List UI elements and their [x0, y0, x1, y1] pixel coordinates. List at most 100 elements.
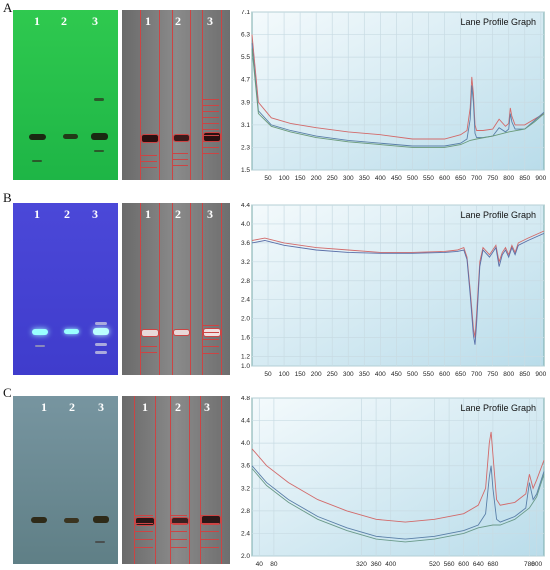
lane-box: [172, 203, 191, 375]
y-tick-label: 4.4: [241, 418, 250, 425]
tlc-plate-gray: 1 2 3: [122, 203, 230, 375]
band-grid: [203, 94, 219, 154]
band-grid: [141, 150, 157, 168]
x-tick-label: 750: [487, 371, 498, 378]
y-tick-label: 4.7: [241, 77, 250, 84]
lane-number: 1: [145, 207, 151, 221]
y-tick-label: 2.4: [241, 530, 250, 537]
band: [63, 134, 78, 139]
x-tick-label: 100: [279, 175, 290, 182]
band: [173, 134, 190, 142]
x-tick-label: 50: [264, 175, 272, 182]
lane-number: 1: [41, 400, 47, 414]
x-tick-label: 320: [356, 561, 367, 568]
tlc-plate-gray: 1 2 3: [122, 396, 230, 564]
x-tick-label: 350: [359, 175, 370, 182]
figure-panel-b: 1 2 3 1 2 3 50 100 150 200 250 300 350 400 450 50…: [0, 203, 550, 378]
lane-number: 1: [34, 14, 40, 28]
y-tick-label: 1.5: [241, 167, 250, 174]
band: [64, 329, 79, 334]
plot-area: [251, 397, 545, 557]
y-tick-label: 2.8: [241, 278, 250, 285]
lane-box: [200, 396, 222, 564]
x-tick-label: 800: [503, 371, 514, 378]
x-tick-label: 850: [519, 175, 530, 182]
y-tick-label: 7.1: [241, 10, 250, 16]
y-tick-label: 2.8: [241, 508, 250, 515]
y-tick-label: 3.6: [241, 240, 250, 247]
series-line: [251, 468, 545, 543]
y-tick-label: 2.0: [241, 553, 250, 560]
x-tick-label: 780: [524, 561, 535, 568]
band-grid: [171, 508, 187, 550]
chart-title: Lane Profile Graph: [460, 17, 536, 27]
lane-box: [134, 396, 156, 564]
x-tick-label: 400: [375, 175, 386, 182]
x-tick-label: 650: [455, 371, 466, 378]
band-grid: [203, 319, 219, 359]
band: [95, 322, 107, 325]
x-tick-label: 640: [473, 561, 484, 568]
lane-number: 3: [207, 207, 213, 221]
band: [32, 329, 48, 335]
lane-number: 3: [92, 207, 98, 221]
x-tick-label: 700: [471, 175, 482, 182]
y-tick-label: 2.3: [241, 144, 250, 151]
x-tick-label: 500: [407, 175, 418, 182]
y-tick-label: 4.4: [241, 203, 250, 209]
x-tick-label: 200: [311, 175, 322, 182]
lane-number: 3: [207, 14, 213, 28]
band-grid: [201, 508, 219, 550]
band: [94, 98, 104, 101]
lane-box: [202, 10, 222, 180]
series-line: [251, 431, 545, 523]
x-tick-label: 350: [359, 371, 370, 378]
x-tick-label: 750: [487, 175, 498, 182]
x-tick-label: 250: [327, 371, 338, 378]
lane-number: 1: [34, 207, 40, 221]
lane-number: 2: [61, 14, 67, 28]
y-tick-label: 5.5: [241, 54, 250, 61]
band: [93, 516, 109, 523]
band-grid: [135, 508, 153, 550]
lane-number: 3: [204, 400, 210, 414]
series-line: [251, 48, 545, 148]
band: [95, 351, 107, 354]
chart-title: Lane Profile Graph: [460, 403, 536, 413]
y-tick-label: 2.0: [241, 316, 250, 323]
y-tick-label: 3.2: [241, 485, 250, 492]
band: [173, 329, 190, 336]
x-tick-label: 250: [327, 175, 338, 182]
x-tick-label: 450: [391, 371, 402, 378]
x-tick-label: 900: [535, 371, 546, 378]
x-tick-label: 800: [503, 175, 514, 182]
plot-area: [251, 204, 545, 367]
band: [95, 343, 107, 346]
band: [141, 329, 159, 337]
band: [35, 345, 45, 347]
lane-number: 2: [64, 207, 70, 221]
lane-profile-chart: 50 100 150 200 250 300 350 400 450 500 550 600 650 70…: [241, 10, 546, 182]
band: [29, 134, 46, 140]
x-tick-label: 560: [444, 561, 455, 568]
panel-label-b: B: [3, 190, 12, 205]
x-tick-label: 200: [311, 371, 322, 378]
x-tick-label: 850: [519, 371, 530, 378]
series-line: [251, 34, 545, 140]
lane-number: 1: [142, 400, 148, 414]
band: [141, 134, 159, 143]
lane-number: 3: [98, 400, 104, 414]
lane-box: [202, 203, 222, 375]
y-tick-label: 4.0: [241, 221, 250, 228]
x-tick-label: 550: [423, 371, 434, 378]
x-tick-label: 800: [531, 561, 542, 568]
x-tick-label: 680: [487, 561, 498, 568]
x-tick-label: 360: [371, 561, 382, 568]
lane-number: 2: [175, 207, 181, 221]
band: [31, 517, 47, 523]
x-tick-label: 600: [439, 175, 450, 182]
x-tick-label: 400: [385, 561, 396, 568]
series-line: [251, 465, 545, 540]
y-tick-label: 1.0: [241, 363, 250, 370]
